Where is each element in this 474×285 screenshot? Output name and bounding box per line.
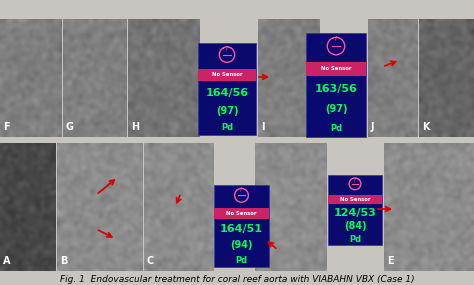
- Bar: [328, 175, 382, 245]
- Text: I: I: [261, 122, 264, 132]
- Text: A: A: [3, 256, 10, 266]
- Text: Fig. 1  Endovascular treatment for coral reef aorta with VIABAHN VBX (Case 1): Fig. 1 Endovascular treatment for coral …: [60, 274, 414, 284]
- Text: H: H: [131, 122, 139, 132]
- Bar: [306, 33, 366, 137]
- Text: (84): (84): [344, 221, 366, 231]
- Bar: [328, 195, 382, 204]
- Text: - / -: - / -: [237, 187, 246, 192]
- Text: No Sensor: No Sensor: [321, 66, 351, 71]
- Text: - / -: - / -: [222, 45, 232, 50]
- Text: F: F: [3, 122, 9, 132]
- Text: 163/56: 163/56: [315, 84, 357, 94]
- Text: 124/53: 124/53: [334, 208, 376, 218]
- Text: (94): (94): [230, 240, 253, 250]
- Text: - / -: - / -: [350, 177, 360, 182]
- Text: (97): (97): [216, 105, 238, 116]
- Text: No Sensor: No Sensor: [212, 72, 242, 77]
- Text: No Sensor: No Sensor: [226, 211, 257, 216]
- Text: G: G: [66, 122, 74, 132]
- Bar: [198, 43, 256, 135]
- Text: No Sensor: No Sensor: [340, 197, 370, 202]
- Text: B: B: [60, 256, 67, 266]
- Text: 164/56: 164/56: [205, 88, 248, 98]
- Text: 164/51: 164/51: [220, 224, 263, 234]
- Text: C: C: [147, 256, 154, 266]
- Text: Pd: Pd: [236, 256, 247, 265]
- Text: K: K: [422, 122, 429, 132]
- Text: Pd: Pd: [330, 124, 342, 133]
- Bar: [198, 69, 256, 81]
- Bar: [214, 208, 269, 219]
- Text: Pd: Pd: [349, 235, 361, 244]
- Text: E: E: [387, 256, 393, 266]
- Text: J: J: [371, 122, 374, 132]
- Text: D: D: [258, 256, 266, 266]
- Bar: [214, 185, 269, 267]
- Text: - / -: - / -: [331, 35, 341, 40]
- Bar: [306, 62, 366, 76]
- Text: Pd: Pd: [221, 123, 233, 132]
- Text: (97): (97): [325, 104, 347, 114]
